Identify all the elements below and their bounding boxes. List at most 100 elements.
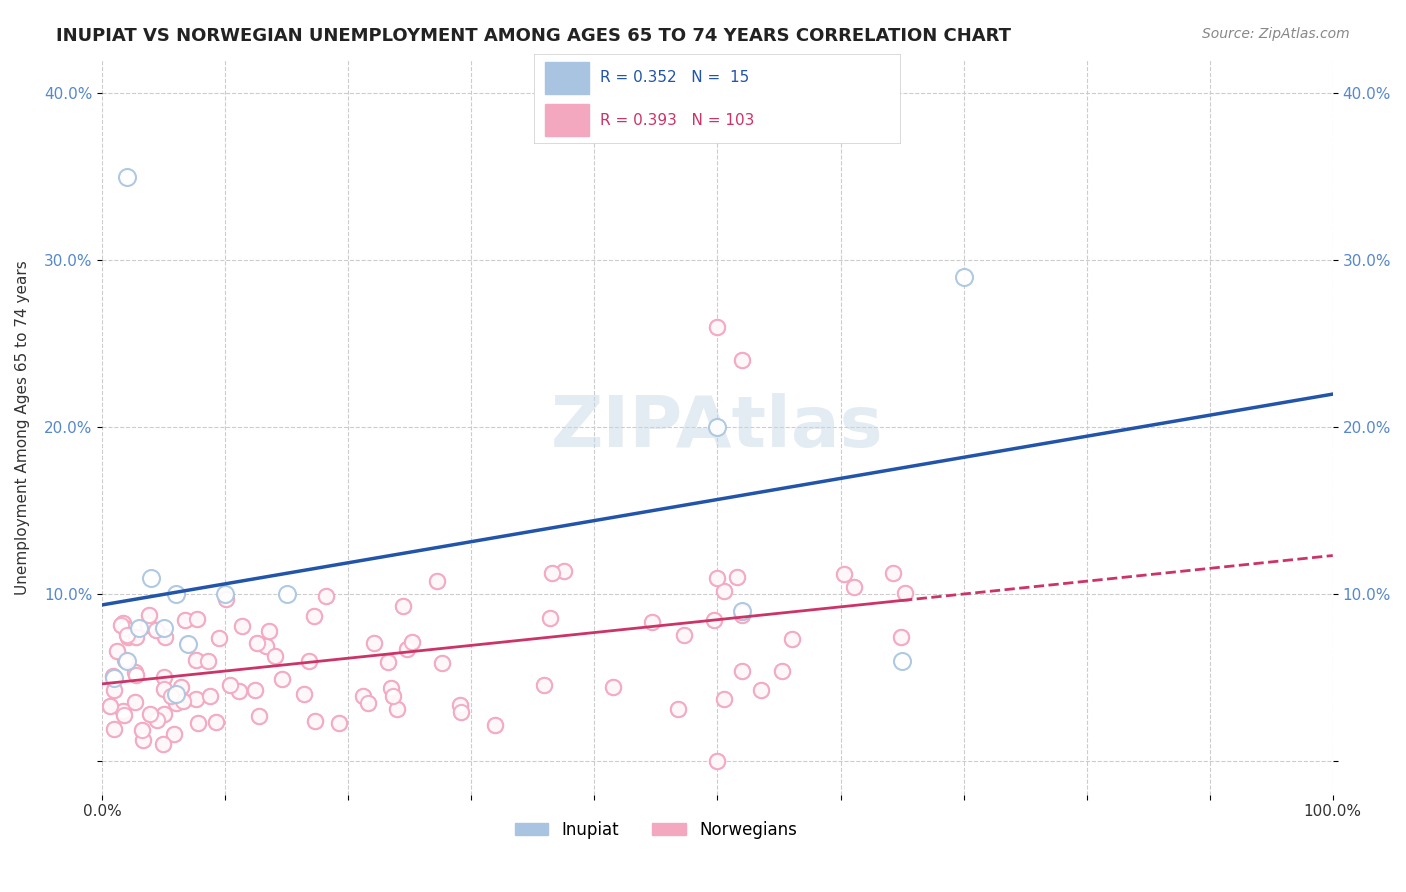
Point bbox=[706, 754, 728, 768]
Point bbox=[103, 722, 125, 736]
Point bbox=[152, 670, 174, 684]
Point bbox=[533, 678, 555, 692]
Point bbox=[385, 701, 408, 715]
Point bbox=[666, 702, 689, 716]
Point bbox=[125, 668, 148, 682]
Point bbox=[103, 722, 125, 736]
Point bbox=[152, 621, 174, 635]
Point bbox=[770, 664, 793, 678]
Point bbox=[450, 706, 472, 720]
Point bbox=[177, 637, 200, 651]
Point bbox=[112, 707, 135, 722]
Point bbox=[666, 702, 689, 716]
Point bbox=[673, 628, 696, 642]
Point bbox=[298, 654, 321, 668]
Point bbox=[170, 681, 193, 695]
Point bbox=[111, 704, 134, 718]
Point bbox=[231, 619, 253, 633]
Point bbox=[152, 737, 174, 751]
Point bbox=[706, 319, 728, 334]
Point bbox=[184, 692, 207, 706]
Point bbox=[186, 611, 208, 625]
Point bbox=[115, 628, 138, 642]
Point bbox=[380, 681, 402, 695]
Point bbox=[352, 689, 374, 703]
Point bbox=[103, 682, 125, 697]
Point bbox=[145, 713, 167, 727]
Point bbox=[602, 681, 624, 695]
Point bbox=[243, 682, 266, 697]
Point bbox=[228, 683, 250, 698]
Point bbox=[187, 716, 209, 731]
Point bbox=[727, 570, 749, 584]
Point bbox=[385, 701, 408, 715]
Point bbox=[298, 654, 321, 668]
Point bbox=[706, 319, 728, 334]
Point bbox=[713, 584, 735, 599]
Point bbox=[832, 567, 855, 582]
Point bbox=[292, 687, 315, 701]
Text: ZIPAtlas: ZIPAtlas bbox=[551, 392, 884, 462]
Point bbox=[198, 689, 221, 703]
Text: Source: ZipAtlas.com: Source: ZipAtlas.com bbox=[1202, 27, 1350, 41]
Point bbox=[538, 610, 561, 624]
Point bbox=[832, 567, 855, 582]
Point bbox=[392, 599, 415, 614]
Text: INUPIAT VS NORWEGIAN UNEMPLOYMENT AMONG AGES 65 TO 74 YEARS CORRELATION CHART: INUPIAT VS NORWEGIAN UNEMPLOYMENT AMONG … bbox=[56, 27, 1011, 45]
Point bbox=[152, 706, 174, 721]
Point bbox=[152, 706, 174, 721]
Point bbox=[264, 649, 287, 664]
Point bbox=[101, 669, 124, 683]
Point bbox=[214, 587, 236, 601]
Point bbox=[731, 665, 754, 679]
Point bbox=[553, 565, 575, 579]
Point bbox=[184, 652, 207, 666]
Point bbox=[145, 713, 167, 727]
Point bbox=[246, 636, 269, 650]
Point bbox=[842, 580, 865, 594]
Point bbox=[731, 606, 754, 620]
Point bbox=[731, 606, 754, 620]
Point bbox=[302, 609, 325, 624]
Point bbox=[124, 665, 146, 680]
Point bbox=[894, 586, 917, 600]
Point bbox=[231, 619, 253, 633]
Point bbox=[139, 707, 162, 722]
Point bbox=[713, 691, 735, 706]
Point bbox=[197, 655, 219, 669]
Point bbox=[111, 704, 134, 718]
Text: R = 0.352   N =  15: R = 0.352 N = 15 bbox=[600, 70, 749, 85]
Point bbox=[780, 632, 803, 647]
Point bbox=[842, 580, 865, 594]
Point bbox=[112, 707, 135, 722]
Point bbox=[430, 657, 453, 671]
Point bbox=[890, 630, 912, 644]
Point bbox=[713, 584, 735, 599]
Point bbox=[315, 589, 337, 603]
Point bbox=[731, 353, 754, 368]
Point bbox=[449, 698, 471, 712]
Point bbox=[153, 681, 176, 696]
Point bbox=[228, 683, 250, 698]
Point bbox=[401, 635, 423, 649]
Point bbox=[165, 587, 187, 601]
Point bbox=[703, 613, 725, 627]
Point bbox=[450, 706, 472, 720]
Point bbox=[105, 643, 128, 657]
Point bbox=[153, 630, 176, 644]
Point bbox=[138, 607, 160, 622]
Point bbox=[198, 689, 221, 703]
Point bbox=[328, 715, 350, 730]
Point bbox=[115, 654, 138, 668]
FancyBboxPatch shape bbox=[546, 104, 589, 136]
Point bbox=[110, 617, 132, 632]
Point bbox=[174, 613, 197, 627]
Point bbox=[125, 630, 148, 644]
Point bbox=[124, 665, 146, 680]
Point bbox=[640, 615, 662, 629]
Point bbox=[117, 630, 139, 644]
Point bbox=[247, 708, 270, 723]
Point bbox=[160, 689, 183, 703]
Point bbox=[553, 565, 575, 579]
Point bbox=[101, 669, 124, 683]
